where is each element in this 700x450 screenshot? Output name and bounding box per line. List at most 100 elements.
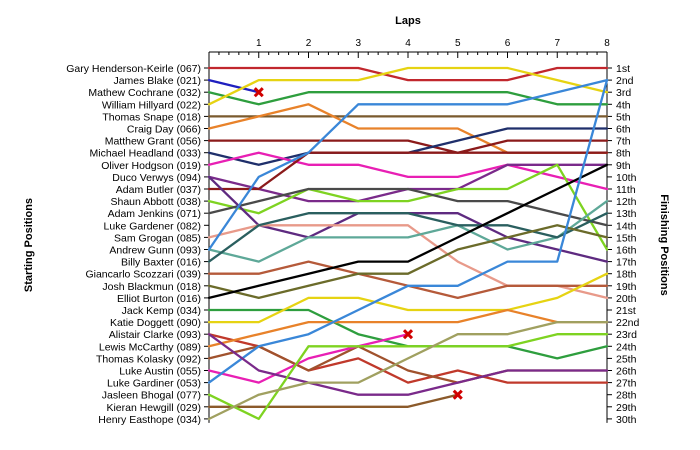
starting-grid-label: Gary Henderson-Keirle (067) (66, 63, 201, 75)
left-y-axis-title: Starting Positions (23, 198, 35, 292)
finishing-position-label: 9th (616, 160, 631, 172)
starting-grid-label: Luke Gardiner (053) (107, 378, 201, 390)
finishing-position-label: 30th (616, 414, 637, 426)
finishing-position-label: 22nd (616, 317, 640, 329)
retirement-marker (253, 87, 264, 98)
starting-grid-label: Andrew Gunn (093) (109, 245, 201, 257)
driver-series-line (207, 163, 609, 251)
driver-series-line (207, 333, 609, 396)
x-tick-label: 6 (505, 38, 511, 49)
driver-series-line (207, 91, 609, 106)
starting-grid-label: Luke Austin (055) (119, 366, 201, 378)
finishing-position-label: 21st (616, 305, 636, 317)
starting-grid-label: Adam Jenkins (071) (108, 208, 201, 220)
starting-grid-label: Henry Easthope (034) (98, 414, 201, 426)
retirement-markers (253, 87, 463, 400)
finishing-position-label: 3rd (616, 87, 631, 99)
starting-grid-label: Matthew Grant (056) (105, 136, 201, 148)
driver-series-line (207, 187, 609, 227)
starting-grid-label: Alistair Clarke (093) (109, 329, 201, 341)
driver-series-line (207, 66, 609, 82)
finishing-position-label: 25th (616, 353, 637, 365)
driver-series-line (207, 151, 609, 191)
retirement-cross-b (402, 329, 414, 340)
driver-series-line (207, 212, 609, 263)
series-layer (207, 66, 609, 421)
finishing-position-label: 5th (616, 111, 631, 123)
x-axis-title: Laps (395, 15, 421, 27)
x-tick-label: 5 (455, 38, 461, 49)
finishing-position-label: 26th (616, 366, 637, 378)
driver-series-line (207, 78, 609, 384)
starting-grid-label: Kieran Hewgill (029) (106, 402, 201, 414)
starting-grid-label: Mathew Cochrane (032) (88, 87, 201, 99)
retirement-marker (452, 389, 463, 400)
starting-grid-label: Michael Headland (033) (90, 148, 201, 160)
finishing-position-label: 23rd (616, 329, 637, 341)
starting-grid-label: Shaun Abbott (038) (111, 196, 202, 208)
starting-grid-labels: Gary Henderson-Keirle (067)James Blake (… (66, 63, 201, 426)
finishing-position-label: 6th (616, 124, 631, 136)
starting-grid-label: Katie Doggett (090) (110, 317, 201, 329)
finishing-position-label: 7th (616, 136, 631, 148)
starting-grid-label: William Hillyard (022) (102, 99, 201, 111)
finishing-position-label: 12th (616, 196, 637, 208)
driver-series-line (207, 224, 609, 300)
starting-grid-label: Lewis McCarthy (089) (99, 341, 201, 353)
finishing-position-label: 20th (616, 293, 637, 305)
starting-grid-label: Josh Blackmun (018) (102, 281, 201, 293)
driver-series-line (207, 308, 609, 348)
starting-grid-label: James Blake (021) (113, 75, 201, 87)
x-tick-label: 1 (256, 38, 262, 49)
finishing-position-labels: 1st2nd3rd4th5th6th7th8th9th10th11th12th1… (616, 63, 640, 426)
driver-series-line (207, 78, 609, 251)
starting-grid-label: Adam Butler (037) (116, 184, 201, 196)
finishing-position-label: 28th (616, 390, 637, 402)
finishing-position-label: 14th (616, 220, 637, 232)
finishing-position-label: 19th (616, 281, 637, 293)
starting-grid-label: Jack Kemp (034) (122, 305, 201, 317)
finishing-position-label: 2nd (616, 75, 634, 87)
finishing-position-label: 27th (616, 378, 637, 390)
finishing-position-label: 24th (616, 341, 637, 353)
axes: 1 2 3 4 5 6 7 8 (204, 38, 612, 423)
driver-series-line (207, 78, 260, 94)
starting-grid-label: Oliver Hodgson (019) (101, 160, 201, 172)
finishing-position-label: 4th (616, 99, 631, 111)
finishing-position-label: 8th (616, 148, 631, 160)
driver-series-line (207, 333, 609, 421)
finishing-position-label: 1st (616, 63, 630, 75)
retirement-cross-b (452, 389, 463, 400)
x-tick-label: 8 (604, 38, 610, 49)
starting-grid-label: Jasleen Bhogal (077) (102, 390, 201, 402)
driver-series-line (207, 260, 609, 300)
driver-series-line (207, 139, 609, 154)
driver-series-line (207, 127, 609, 166)
finishing-position-label: 15th (616, 232, 637, 244)
driver-series-line (207, 393, 459, 408)
starting-grid-label: Thomas Snape (018) (102, 111, 201, 123)
finishing-position-label: 18th (616, 269, 637, 281)
x-tick-label: 2 (306, 38, 312, 49)
driver-series-line (207, 199, 609, 263)
finishing-position-label: 16th (616, 245, 637, 257)
starting-grid-label: Billy Baxter (016) (121, 257, 201, 269)
x-tick-label: 7 (554, 38, 560, 49)
starting-grid-label: Sam Grogan (085) (114, 232, 201, 244)
driver-series-line (207, 163, 609, 300)
finishing-position-label: 13th (616, 208, 637, 220)
retirement-marker (402, 329, 414, 340)
retirement-cross-b (253, 87, 264, 98)
starting-grid-label: Giancarlo Scozzari (039) (85, 269, 201, 281)
finishing-position-label: 11th (616, 184, 636, 196)
finishing-position-label: 10th (616, 172, 637, 184)
driver-series-line (207, 66, 609, 106)
driver-series-line (207, 272, 609, 324)
starting-grid-label: Thomas Kolasky (092) (96, 353, 201, 365)
starting-grid-label: Craig Day (066) (127, 124, 201, 136)
x-tick-label: 4 (405, 38, 411, 49)
starting-grid-label: Duco Verwys (094) (112, 172, 201, 184)
driver-series-line (207, 320, 609, 421)
driver-series-line (207, 333, 410, 384)
